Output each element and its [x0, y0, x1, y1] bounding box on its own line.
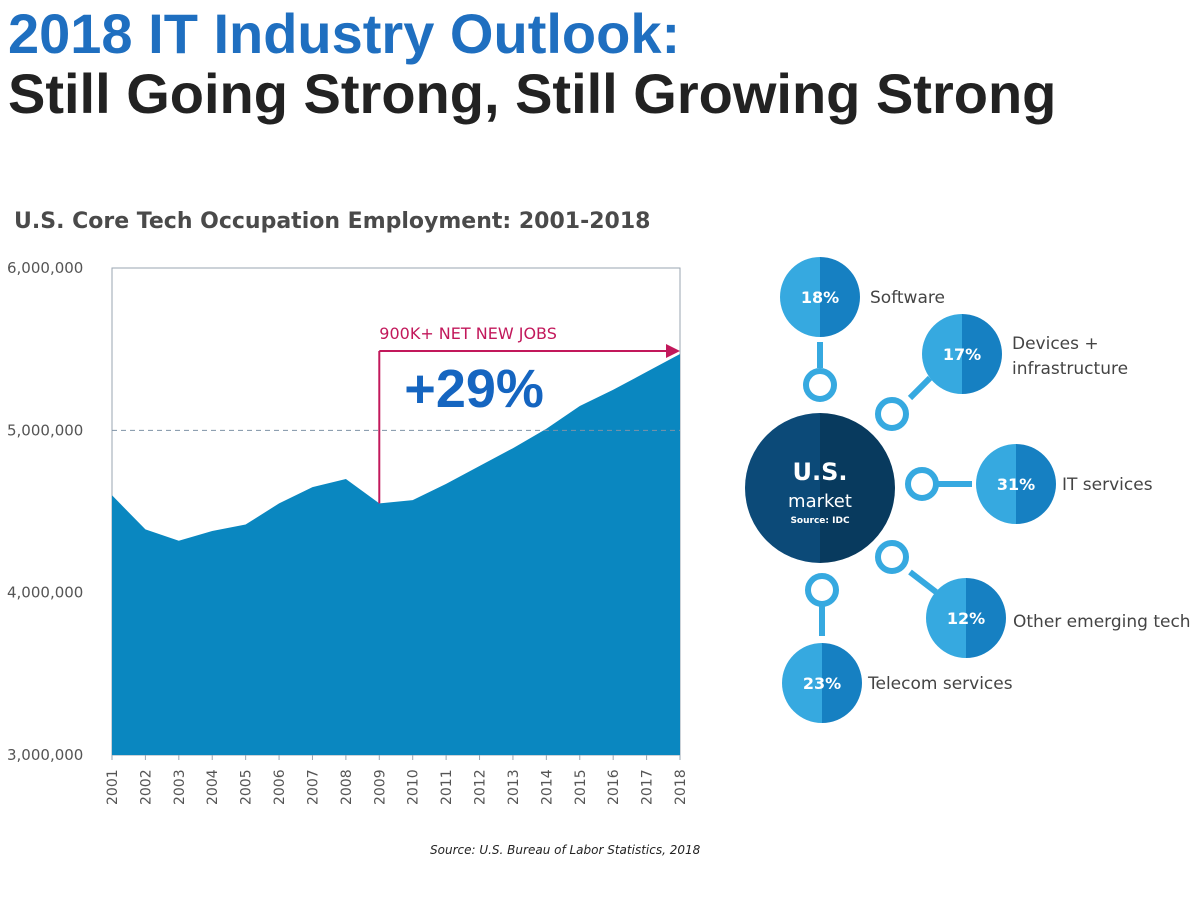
- x-tick-label: 2004: [205, 769, 221, 805]
- center-subtitle: market: [788, 491, 852, 512]
- connector-ring-software: [803, 368, 837, 402]
- segment-devices: 17% Devices + infrastructure: [922, 314, 1128, 394]
- segment-label-devices-line1: Devices +: [1012, 334, 1099, 354]
- y-tick-label: 5,000,000: [7, 421, 83, 439]
- center-title: U.S.: [792, 458, 847, 486]
- connector-ring-it-services: [905, 467, 939, 501]
- x-tick-label: 2003: [172, 769, 188, 805]
- segment-pct-telecom: 23%: [803, 674, 841, 693]
- segment-pct-software: 18%: [801, 288, 839, 307]
- employment-area: [112, 354, 680, 755]
- connector-emerging: [908, 569, 938, 595]
- x-tick-label: 2007: [305, 769, 321, 805]
- segment-emerging-tech: 12% Other emerging tech: [926, 578, 1191, 658]
- x-tick-label: 2002: [138, 769, 154, 805]
- segment-software: 18% Software: [780, 257, 945, 337]
- center-node: U.S. market Source: IDC: [745, 413, 895, 563]
- x-tick-label: 2016: [606, 769, 622, 805]
- connector-devices: [907, 375, 933, 401]
- connector-ring-telecom: [805, 573, 839, 607]
- x-tick-label: 2017: [640, 769, 656, 805]
- market-diagram: U.S. market Source: IDC 18% Software 17%…: [745, 257, 1191, 723]
- x-tick-label: 2010: [406, 769, 422, 805]
- growth-percentage: +29%: [404, 359, 544, 419]
- x-tick-label: 2001: [105, 769, 121, 805]
- center-source: Source: IDC: [790, 516, 850, 526]
- segment-label-it-services: IT services: [1062, 475, 1153, 495]
- x-tick-label: 2018: [673, 769, 689, 805]
- x-tick-label: 2012: [473, 769, 489, 805]
- connector-ring-emerging: [875, 540, 909, 574]
- segment-label-telecom: Telecom services: [867, 674, 1013, 694]
- segment-pct-devices: 17%: [943, 345, 981, 364]
- title-line-2: Still Going Strong, Still Growing Strong: [8, 62, 1057, 125]
- x-tick-label: 2015: [573, 769, 589, 805]
- x-tick-label: 2006: [272, 769, 288, 805]
- source-note: Source: U.S. Bureau of Labor Statistics,…: [430, 843, 701, 857]
- title-line-1: 2018 IT Industry Outlook:: [8, 2, 681, 65]
- x-tick-label: 2008: [339, 769, 355, 805]
- connector-ring-devices: [875, 397, 909, 431]
- annotation-label: 900K+ NET NEW JOBS: [379, 324, 557, 343]
- x-tick-label: 2013: [506, 769, 522, 805]
- annotation-arrowhead: [666, 344, 680, 359]
- y-tick-label: 3,000,000: [7, 746, 83, 764]
- y-tick-label: 4,000,000: [7, 584, 83, 602]
- segment-pct-it-services: 31%: [997, 475, 1035, 494]
- segment-it-services: 31% IT services: [976, 444, 1153, 524]
- employment-chart: U.S. Core Tech Occupation Employment: 20…: [7, 209, 689, 805]
- x-tick-label: 2005: [239, 769, 255, 805]
- chart-title: U.S. Core Tech Occupation Employment: 20…: [14, 209, 650, 234]
- segment-label-emerging-tech: Other emerging tech: [1013, 612, 1191, 632]
- x-tick-label: 2011: [439, 769, 455, 805]
- segment-label-devices-line2: infrastructure: [1012, 359, 1128, 379]
- x-tick-label: 2009: [372, 769, 388, 805]
- x-tick-label: 2014: [539, 769, 555, 805]
- y-tick-label: 6,000,000: [7, 259, 83, 277]
- segment-pct-emerging-tech: 12%: [947, 609, 985, 628]
- segment-label-software: Software: [870, 288, 945, 308]
